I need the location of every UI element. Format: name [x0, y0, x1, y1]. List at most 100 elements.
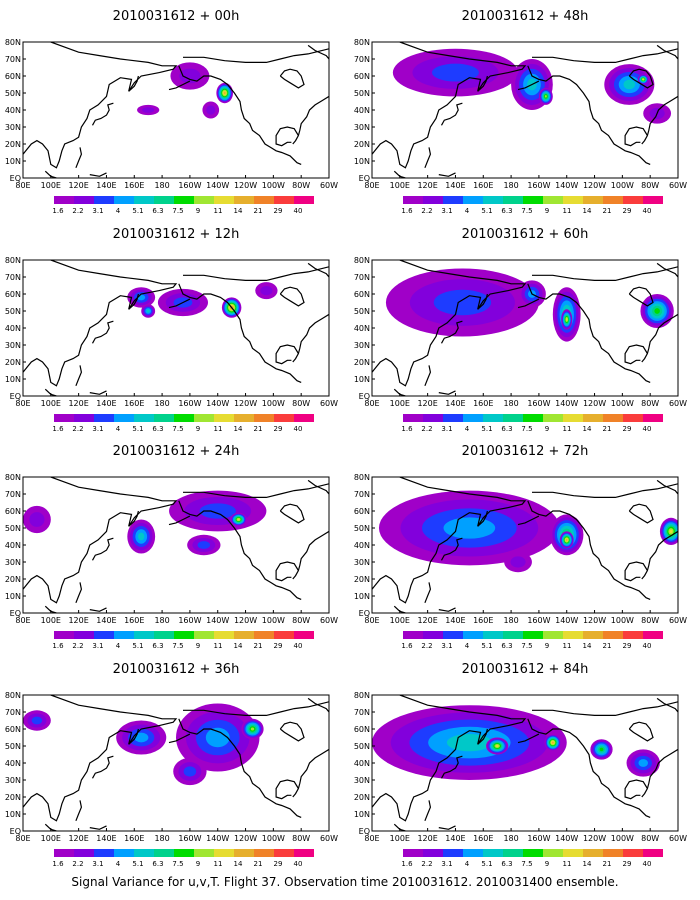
lat-tick-label: 50N	[354, 742, 370, 751]
colorbar-label: 21	[254, 860, 263, 868]
lon-tick-label: 160E	[473, 616, 493, 625]
lat-tick-label: 30N	[5, 341, 21, 350]
colorbar-label: 1.6	[52, 207, 64, 215]
colorbar-swatch	[274, 414, 294, 422]
lon-tick-label: 140E	[445, 834, 465, 843]
lat-tick-label: 20N	[354, 575, 370, 584]
colorbar-label: 21	[254, 425, 263, 433]
lat-tick-label: 60N	[5, 290, 21, 299]
colorbar-swatch	[443, 849, 463, 857]
lat-tick-label: 30N	[5, 558, 21, 567]
colorbar-swatch	[174, 849, 194, 857]
coastline	[372, 477, 527, 604]
colorbar-label: 11	[214, 642, 223, 650]
lon-tick-label: 120E	[417, 399, 437, 408]
lon-tick-label: 120E	[68, 181, 88, 190]
colorbar-swatch	[463, 849, 483, 857]
lon-tick-label: 120E	[68, 834, 88, 843]
coastline	[628, 68, 654, 89]
colorbar-swatch	[214, 196, 234, 204]
colorbar-label: 3.1	[441, 207, 452, 215]
lon-tick-label: 60W	[320, 616, 338, 625]
coastline	[128, 510, 139, 527]
colorbar-swatch	[583, 849, 603, 857]
lon-tick-label: 60W	[320, 834, 338, 843]
coastline	[424, 365, 432, 387]
lon-tick-label: 140E	[96, 181, 116, 190]
colorbar-label: 29	[274, 425, 283, 433]
lat-tick-label: 60N	[5, 725, 21, 734]
variance-contour	[623, 79, 636, 90]
colorbar-label: 40	[643, 860, 652, 868]
panel-title: 2010031612 + 84h	[462, 662, 589, 677]
coastline	[527, 718, 651, 818]
coastline	[75, 582, 83, 604]
colorbar-label: 4	[465, 642, 470, 650]
lat-tick-label: 10N	[5, 157, 21, 166]
lon-tick-label: 120E	[68, 399, 88, 408]
colorbar-label: 11	[563, 860, 572, 868]
colorbar-label: 5.1	[481, 642, 492, 650]
colorbar-label: 11	[214, 207, 223, 215]
map-panel: 2010031612 + 24h 80N 70N 60N 50N 40N 30N 20N 10N…	[5, 444, 338, 650]
coastline	[168, 515, 191, 526]
lat-tick-label: 40N	[5, 759, 21, 768]
lat-tick-label: 20N	[5, 793, 21, 802]
lon-tick-label: 120W	[583, 181, 606, 190]
colorbar-label: 9	[196, 860, 200, 868]
coastline	[372, 695, 527, 822]
colorbar-swatch	[74, 849, 94, 857]
colorbar-label: 5.1	[481, 207, 492, 215]
colorbar-swatch	[543, 414, 563, 422]
colorbar-label: 2.2	[72, 642, 83, 650]
colorbar-label: 40	[294, 860, 303, 868]
lon-tick-label: 160E	[124, 616, 144, 625]
lon-tick-label: 140E	[445, 399, 465, 408]
colorbar-swatch	[94, 414, 114, 422]
variance-contour	[654, 308, 660, 314]
lat-tick-label: 80N	[5, 691, 21, 700]
lat-tick-label: 40N	[354, 541, 370, 550]
lat-tick-label: 50N	[5, 307, 21, 316]
coastline	[477, 293, 488, 310]
lat-tick-label: EQ	[10, 827, 21, 836]
colorbar-label: 4	[465, 425, 470, 433]
coastline	[75, 800, 83, 822]
colorbar-label: 1.6	[401, 860, 413, 868]
colorbar-swatch	[114, 631, 134, 639]
lon-tick-label: 80E	[364, 834, 379, 843]
lon-tick-label: 140W	[555, 616, 578, 625]
colorbar-swatch	[254, 849, 274, 857]
lon-tick-label: 180	[503, 834, 518, 843]
lat-tick-label: 50N	[354, 524, 370, 533]
colorbar-label: 6.3	[152, 207, 163, 215]
colorbar-label: 14	[234, 860, 243, 868]
lat-tick-label: 80N	[5, 256, 21, 265]
lat-tick-label: 80N	[5, 38, 21, 47]
lat-tick-label: 30N	[354, 123, 370, 132]
colorbar-swatch	[423, 849, 443, 857]
colorbar-swatch	[234, 849, 254, 857]
colorbar-swatch	[403, 414, 423, 422]
lon-tick-label: 160W	[178, 399, 201, 408]
variance-contour	[544, 95, 547, 98]
lat-tick-label: EQ	[359, 609, 370, 618]
colorbar-label: 1.6	[52, 642, 64, 650]
lon-tick-label: 100W	[262, 834, 285, 843]
coastline	[91, 537, 114, 561]
variance-contour	[510, 556, 526, 568]
colorbar-swatch	[623, 849, 643, 857]
lon-tick-label: 100E	[390, 399, 410, 408]
lat-tick-label: 40N	[5, 541, 21, 550]
coastline	[527, 65, 651, 165]
coastline	[89, 390, 107, 395]
coastline	[307, 479, 329, 495]
colorbar-label: 40	[294, 425, 303, 433]
coastline	[641, 530, 678, 580]
colorbar-label: 14	[234, 207, 243, 215]
coastline	[275, 561, 299, 582]
colorbar: 1.6 2.2 3.1 4 5.1 6.3 7.5 9 11 14 21 29 40	[401, 849, 663, 868]
coastline	[532, 48, 678, 64]
lat-tick-label: 70N	[5, 490, 21, 499]
coastlines	[23, 477, 329, 613]
